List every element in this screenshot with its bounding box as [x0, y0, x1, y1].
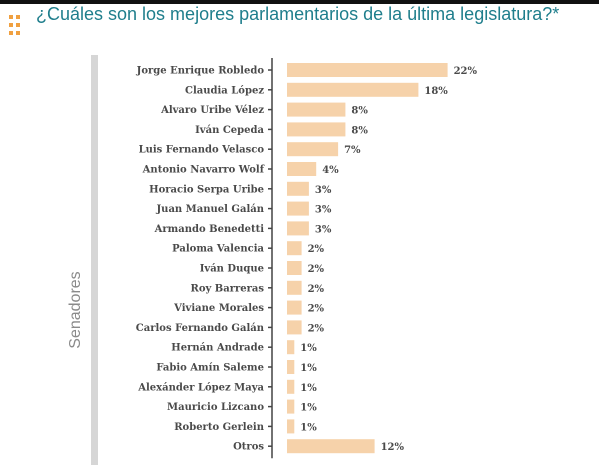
bar — [287, 439, 375, 454]
value-label: 3% — [315, 205, 332, 216]
bar — [287, 419, 295, 434]
bar — [287, 162, 317, 176]
bar — [287, 280, 302, 295]
bar — [287, 201, 309, 216]
top-border — [0, 0, 599, 4]
chart-title: ¿Cuáles son los mejores parlamentarios d… — [36, 4, 560, 24]
bar — [287, 360, 295, 374]
value-label: 2% — [308, 244, 325, 255]
category-label: Paloma Valencia — [172, 244, 264, 255]
category-label: Roy Barreras — [191, 283, 265, 294]
category-label: Luis Fernando Velasco — [139, 145, 265, 156]
value-label: 1% — [300, 343, 317, 354]
category-label: Armando Benedetti — [154, 224, 265, 235]
value-label: 1% — [300, 363, 317, 374]
dots-grid-icon — [9, 15, 20, 35]
value-label: 7% — [344, 145, 361, 156]
category-label: Iván Cepeda — [195, 125, 264, 136]
group-side-bar — [91, 55, 98, 465]
value-label: 2% — [308, 264, 325, 275]
category-label: Carlos Fernando Galán — [136, 323, 265, 334]
bar — [287, 340, 295, 355]
bar — [287, 63, 448, 77]
value-label: 1% — [300, 383, 317, 394]
category-label: Horacio Serpa Uribe — [149, 184, 264, 195]
value-label: 1% — [300, 422, 317, 433]
value-label: 8% — [351, 106, 368, 117]
category-label: Viviane Morales — [173, 303, 264, 314]
category-label: Jorge Enrique Robledo — [136, 66, 265, 77]
bar — [287, 261, 302, 275]
category-label: Roberto Gerlein — [174, 422, 265, 433]
category-label: Hernán Andrade — [171, 343, 264, 354]
bar — [287, 379, 295, 394]
value-label: 12% — [381, 442, 405, 453]
value-label: 2% — [308, 304, 325, 315]
bar — [287, 102, 346, 117]
value-label: 8% — [351, 125, 368, 136]
value-label: 2% — [308, 284, 325, 295]
bar — [287, 241, 302, 256]
category-label: Juan Manuel Galán — [155, 204, 264, 215]
bar — [287, 181, 309, 196]
bar — [287, 221, 309, 236]
category-label: Alexánder López Maya — [137, 382, 264, 393]
bar — [287, 122, 346, 137]
value-label: 1% — [300, 403, 317, 414]
value-label: 22% — [454, 66, 478, 77]
bar — [287, 300, 302, 315]
category-label: Antonio Navarro Wolf — [142, 165, 265, 176]
bar — [287, 82, 419, 97]
category-label: Claudia López — [185, 85, 264, 96]
value-label: 3% — [315, 185, 332, 196]
value-label: 4% — [322, 165, 339, 176]
value-label: 18% — [424, 86, 448, 97]
category-label: Otros — [233, 442, 264, 453]
value-label: 2% — [308, 323, 325, 334]
bar — [287, 142, 339, 157]
bar — [287, 399, 295, 414]
bar — [287, 320, 302, 335]
category-label: Fabio Amín Saleme — [156, 363, 264, 374]
value-label: 3% — [315, 224, 332, 235]
category-label: Iván Duque — [200, 264, 264, 275]
category-label: Mauricio Lizcano — [167, 402, 264, 413]
category-label: Alvaro Uribe Vélez — [160, 105, 264, 116]
